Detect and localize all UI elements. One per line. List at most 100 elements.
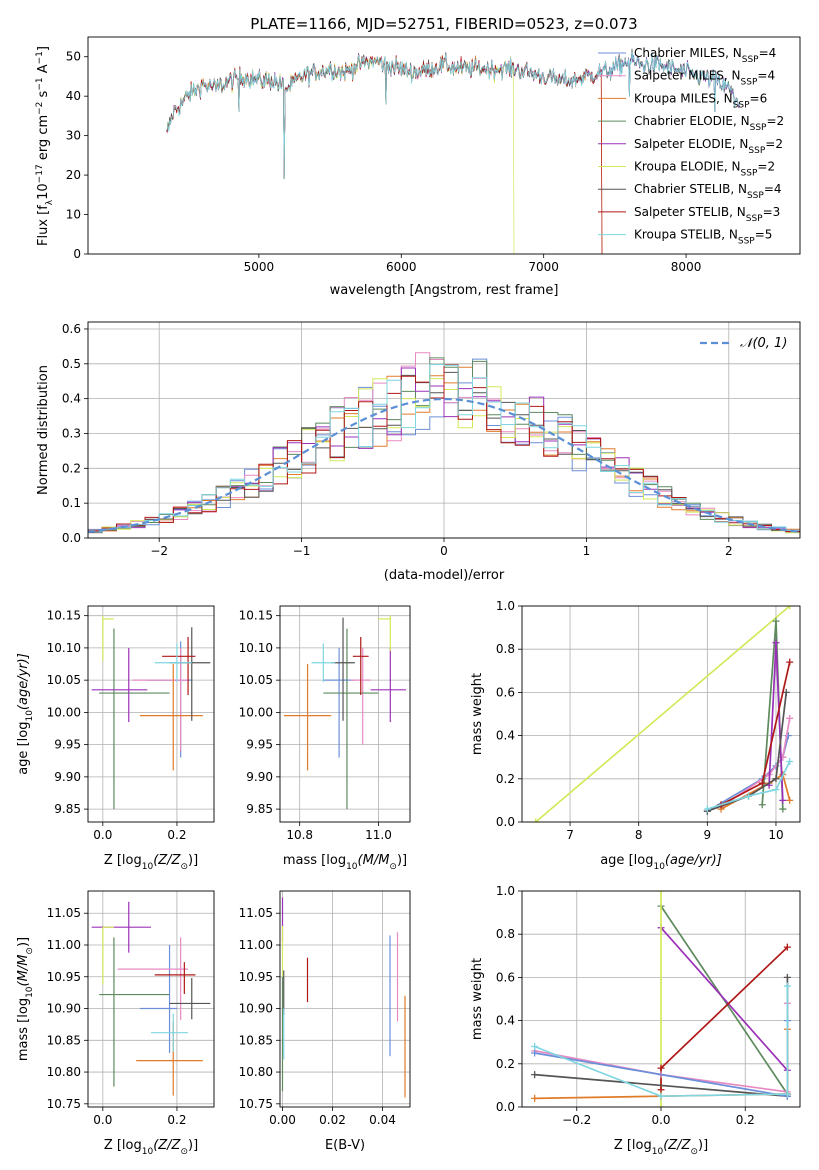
x-tick-label: 11.0 xyxy=(365,828,392,842)
y-tick-label: 0.6 xyxy=(496,685,515,699)
x-tick-label: 7000 xyxy=(528,260,559,274)
y-tick-label: 9.90 xyxy=(246,770,273,784)
legend-label-part: Kroupa ELODIE, N xyxy=(634,160,741,174)
x-tick-label: 1 xyxy=(583,544,591,558)
x-tick-label: −2 xyxy=(150,544,168,558)
weight-marker xyxy=(532,818,540,822)
weight-marker xyxy=(657,1086,665,1094)
weight-marker xyxy=(531,1049,539,1057)
figure-title: PLATE=1166, MJD=52751, FIBERID=0523, z=0… xyxy=(250,15,637,33)
age_vs_z-plot-area xyxy=(91,615,211,810)
y-tick-label: 10.90 xyxy=(47,1002,81,1016)
y-tick-label: 11.00 xyxy=(239,938,273,952)
x-axis-label-part: 10 xyxy=(653,862,665,872)
x-axis-label-part: Z [log xyxy=(104,853,142,868)
weight-marker xyxy=(783,973,791,981)
x-tick-label: 0.04 xyxy=(369,1113,396,1127)
x-axis-label: (data-model)/error xyxy=(384,568,505,583)
x-tick-label: 0.0 xyxy=(93,828,112,842)
x-axis-label-part: )] xyxy=(397,853,407,868)
weight-marker xyxy=(657,891,665,895)
y-tick-label: 0.2 xyxy=(496,1057,515,1071)
y-tick-label: 9.95 xyxy=(54,738,81,752)
y-tick-label: 10.90 xyxy=(239,1002,273,1016)
legend-label-part: Chabrier MILES, N xyxy=(634,46,742,60)
errorbar xyxy=(139,664,203,771)
errorbar xyxy=(99,937,170,1087)
x-axis-label-part: Z [log xyxy=(614,1138,652,1153)
x-tick-label: 10.8 xyxy=(286,828,313,842)
weight-marker xyxy=(531,1043,539,1051)
weight-marker xyxy=(786,714,794,722)
x-axis-label: Z [log10(Z/Z⊙)] xyxy=(614,1138,708,1157)
errorbar xyxy=(154,962,196,994)
y-axis-label: age [log10(age/yr)] xyxy=(16,653,35,775)
legend-label: Salpeter STELIB, NSSP=3 xyxy=(634,205,780,224)
weight-marker xyxy=(782,688,790,696)
x-axis-label-part: )] xyxy=(698,1138,708,1153)
legend-label-part: =5 xyxy=(755,228,773,242)
y-tick-label: 10.00 xyxy=(47,705,81,719)
x-axis-label: wavelength [Angstrom, rest frame] xyxy=(330,283,559,298)
legend-label-part: =3 xyxy=(763,205,781,219)
legend-label-part: SSP xyxy=(738,237,755,247)
legend-label: Kroupa STELIB, NSSP=5 xyxy=(634,228,772,247)
x-tick-label: 0.00 xyxy=(269,1113,296,1127)
axes-frame xyxy=(521,605,801,823)
mass_vs_z-plot-area xyxy=(91,901,211,1096)
y-axis-label-part: A xyxy=(36,64,51,77)
y-axis-label-part: ] xyxy=(36,46,51,51)
y-axis-label-part: 10 xyxy=(25,986,35,998)
errorbar xyxy=(283,664,332,771)
legend-label-part: SSP xyxy=(746,214,763,224)
errorbar xyxy=(154,643,192,683)
x-tick-label: 10 xyxy=(768,828,783,842)
age_vs_mass-axes: 10.8 11.0 9.85 9.90 9.95 10.00 10.05 10.10 10.15… xyxy=(239,605,411,872)
y-tick-label: 30 xyxy=(66,129,81,143)
y-tick-label: 20 xyxy=(66,168,81,182)
legend-label-part: SSP xyxy=(741,78,758,88)
mass_vs_ebv-axes: 0.00 0.02 0.04 10.75 10.80 10.85 10.90 10.95 11.… xyxy=(239,890,411,1153)
weight-marker xyxy=(657,1103,665,1107)
y-axis-label-part: −1 xyxy=(35,77,45,90)
x-axis-label-part: age [log xyxy=(600,853,653,868)
weight-marker xyxy=(703,805,711,813)
legend-label-part: =4 xyxy=(759,46,777,60)
errorbar xyxy=(147,641,192,758)
weight-marker xyxy=(531,1071,539,1079)
age_vs_mass-plot-area xyxy=(283,615,407,810)
histogram-step xyxy=(88,364,800,538)
legend-label: Chabrier STELIB, NSSP=4 xyxy=(634,182,782,201)
residuals-axes: −2 −1 0 1 2 0.0 0.1 0.2 0.3 0.4 0.5 0.6 𝒩(0, 1) (data… xyxy=(36,321,801,583)
x-tick-label: 0.02 xyxy=(319,1113,346,1127)
y-axis-label-part: )] xyxy=(16,937,31,947)
weight-marker xyxy=(772,786,780,794)
legend-label-part: SSP xyxy=(748,146,765,156)
y-tick-label: 0.4 xyxy=(62,392,81,406)
y-tick-label: 0.6 xyxy=(496,970,515,984)
legend-label-part: SSP xyxy=(747,191,764,201)
y-tick-label: 11.05 xyxy=(47,906,81,920)
axes-frame xyxy=(87,321,801,539)
x-axis-label-part: (Z/Z xyxy=(153,1138,181,1153)
x-axis-label-part: )] xyxy=(188,853,198,868)
gaussian-curve xyxy=(88,397,800,533)
legend-label-part: =4 xyxy=(764,182,782,196)
weight-marker xyxy=(657,1092,665,1100)
weight_vs_age-plot-area xyxy=(532,606,794,822)
y-tick-label: 10.80 xyxy=(47,1065,81,1079)
errorbar xyxy=(132,647,189,752)
weight-marker xyxy=(657,1064,665,1072)
legend-label: Chabrier MILES, NSSP=4 xyxy=(634,46,776,65)
y-tick-label: 0 xyxy=(73,247,81,261)
x-tick-label: 6000 xyxy=(386,260,417,274)
legend-label-part: Chabrier ELODIE, N xyxy=(634,114,750,128)
weight-line xyxy=(707,761,791,810)
y-axis-label-part: 10 xyxy=(25,710,35,722)
y-axis-label: mass weight xyxy=(470,958,485,1040)
weight-marker xyxy=(783,1090,791,1098)
x-axis-label: Z [log10(Z/Z⊙)] xyxy=(104,1138,198,1157)
x-tick-label: 8 xyxy=(635,828,643,842)
